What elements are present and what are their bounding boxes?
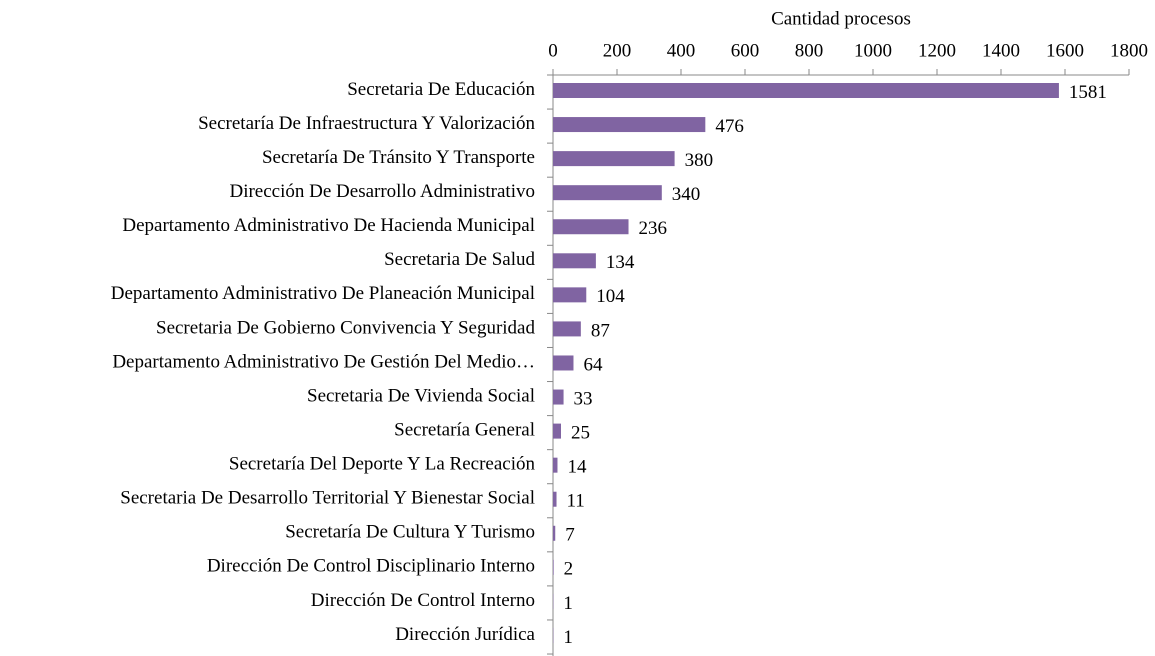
- y-tick-label: Secretaría Del Deporte Y La Recreación: [229, 454, 536, 475]
- y-tick-label: Secretaria De Gobierno Convivencia Y Seg…: [156, 317, 535, 338]
- value-label: 134: [606, 252, 635, 273]
- x-tick-label: 1400: [982, 40, 1020, 61]
- y-tick-label: Secretaria De Vivienda Social: [307, 385, 535, 406]
- y-tick-label: Departamento Administrativo De Gestión D…: [112, 351, 535, 372]
- x-tick-label: 200: [603, 40, 632, 61]
- value-label: 104: [596, 286, 625, 307]
- y-tick-label: Dirección De Control Disciplinario Inter…: [207, 556, 535, 577]
- value-label: 1: [563, 593, 573, 614]
- y-tick-label: Dirección De Control Interno: [311, 590, 535, 611]
- value-label: 1: [563, 627, 573, 648]
- bar: [553, 525, 556, 541]
- y-tick-label: Dirección Jurídica: [395, 624, 535, 645]
- bar: [553, 253, 596, 269]
- x-tick-label: 1800: [1110, 40, 1148, 61]
- y-tick-label: Departamento Administrativo De Planeació…: [111, 283, 535, 304]
- value-label: 2: [564, 559, 574, 580]
- y-tick-label: Secretaría General: [394, 419, 535, 440]
- value-label: 25: [571, 422, 590, 443]
- value-label: 380: [685, 150, 714, 171]
- bar: [553, 355, 574, 371]
- value-label: 87: [591, 320, 610, 341]
- value-label: 340: [672, 184, 701, 205]
- y-tick-label: Secretaria De Desarrollo Territorial Y B…: [120, 488, 535, 509]
- bar: [553, 151, 675, 167]
- bar: [553, 321, 581, 337]
- y-tick-label: Secretaría De Tránsito Y Transporte: [262, 147, 535, 168]
- x-tick-label: 0: [548, 40, 558, 61]
- bar: [553, 559, 554, 575]
- value-label: 476: [715, 116, 744, 137]
- y-tick-label: Departamento Administrativo De Hacienda …: [122, 215, 535, 236]
- x-tick-label: 400: [667, 40, 696, 61]
- x-axis-title: Cantidad procesos: [771, 8, 911, 29]
- value-label: 14: [567, 457, 587, 478]
- x-tick-label: 1000: [854, 40, 892, 61]
- y-tick-label: Secretaría De Infraestructura Y Valoriza…: [198, 113, 535, 134]
- x-tick-label: 800: [795, 40, 824, 61]
- bar: [553, 389, 564, 405]
- value-label: 64: [583, 354, 603, 375]
- bar: [553, 457, 558, 473]
- bar: [553, 491, 557, 507]
- value-label: 1581: [1069, 82, 1107, 103]
- y-tick-label: Secretaria De Salud: [384, 249, 535, 270]
- x-tick-label: 1600: [1046, 40, 1084, 61]
- value-label: 7: [565, 525, 575, 546]
- bar: [553, 117, 706, 133]
- bar: [553, 185, 662, 201]
- bar: [553, 423, 561, 439]
- value-label: 11: [567, 491, 585, 512]
- bar: [553, 219, 629, 235]
- bar: [553, 83, 1059, 98]
- x-tick-label: 600: [731, 40, 760, 61]
- y-tick-label: Secretaria De Educación: [347, 79, 535, 100]
- y-tick-label: Dirección De Desarrollo Administrativo: [229, 181, 535, 202]
- value-label: 33: [574, 388, 593, 409]
- x-tick-label: 1200: [918, 40, 956, 61]
- value-label: 236: [639, 218, 668, 239]
- y-tick-label: Secretaría De Cultura Y Turismo: [285, 522, 535, 543]
- bar: [553, 287, 587, 303]
